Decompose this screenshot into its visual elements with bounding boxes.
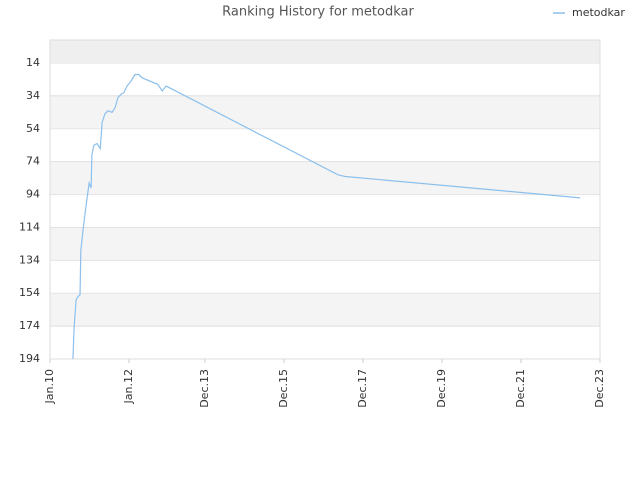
x-tick-label: Dec.13 [198, 369, 211, 408]
x-tick-label: Dec.17 [356, 369, 369, 408]
y-tick-label: 114 [19, 220, 40, 233]
chart-title: Ranking History for metodkar [222, 5, 414, 20]
y-tick-label: 194 [19, 352, 40, 365]
plot-background [50, 40, 600, 327]
plot-border [49, 39, 601, 360]
y-tick-label: 14 [26, 56, 40, 69]
y-tick-label: 154 [19, 286, 40, 299]
y-tick-label: 54 [26, 122, 40, 135]
y-tick-label: 74 [26, 155, 40, 168]
x-tick-label: Dec.19 [435, 369, 448, 408]
x-tick-label: Jan.10 [43, 369, 56, 404]
series-line [72, 73, 581, 360]
x-tick-label: Dec.15 [277, 369, 290, 408]
x-tick-label: Dec.21 [514, 369, 527, 408]
x-tick-label: Jan.12 [122, 369, 135, 404]
y-tick-label: 174 [19, 319, 40, 332]
x-tick-label: Dec.23 [593, 369, 606, 408]
legend-label: metodkar [572, 6, 625, 19]
y-tick-label: 134 [19, 253, 40, 266]
y-tick-label: 94 [26, 188, 40, 201]
y-tick-label: 34 [26, 89, 40, 102]
